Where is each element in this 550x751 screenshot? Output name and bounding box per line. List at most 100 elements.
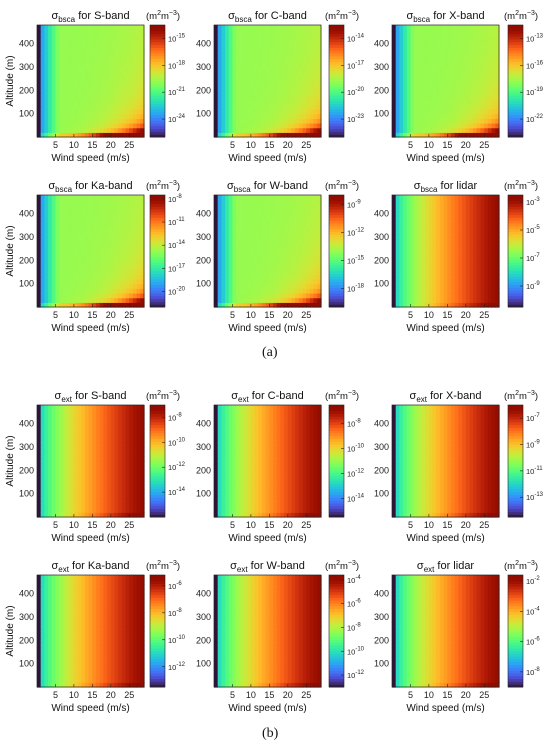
heatmap-cell — [250, 199, 256, 205]
heatmap-cell — [48, 293, 53, 299]
colorbar-segment — [150, 231, 165, 235]
heatmap-cell — [239, 213, 245, 219]
heatmap-cell — [92, 484, 97, 490]
heatmap-cell — [462, 265, 467, 271]
heatmap-cell — [236, 62, 241, 68]
heatmap-cell — [62, 255, 68, 261]
y-tick-label: 400 — [196, 209, 211, 219]
heatmap-cell — [403, 99, 408, 105]
heatmap-cell — [410, 81, 415, 87]
heatmap-cell — [110, 85, 116, 91]
heatmap-cell — [491, 81, 496, 87]
colorbar-segment — [508, 276, 523, 280]
heatmap-cell — [309, 274, 315, 280]
heatmap-cell — [287, 265, 293, 271]
heatmap-cell — [417, 81, 423, 87]
heatmap-cell — [258, 241, 263, 247]
heatmap-cell — [129, 199, 134, 205]
heatmap-cell — [258, 118, 263, 124]
colorbar-segment — [150, 267, 165, 272]
heatmap-cell — [55, 283, 60, 289]
heatmap-cell — [254, 43, 259, 49]
heatmap-cell — [55, 95, 60, 101]
heatmap-cell — [302, 302, 307, 308]
heatmap-cell — [410, 104, 415, 110]
heatmap-cell — [59, 123, 64, 129]
heatmap-cell — [66, 409, 71, 415]
heatmap-cell — [92, 123, 97, 129]
heatmap-cell — [258, 29, 263, 35]
heatmap-cell — [436, 109, 441, 115]
heatmap-cell — [125, 29, 130, 35]
heatmap-cell — [392, 218, 397, 224]
colorbar-segment — [329, 287, 344, 291]
heatmap-cell — [469, 57, 474, 63]
x-tick-label: 20 — [106, 140, 116, 150]
colorbar-segment — [329, 290, 344, 294]
heatmap-cell — [491, 199, 496, 205]
heatmap-cell — [258, 39, 263, 45]
heatmap-cell — [51, 493, 57, 499]
heatmap-cell — [436, 29, 441, 35]
heatmap-cell — [37, 447, 42, 453]
heatmap-cell — [306, 71, 311, 77]
heatmap-cell — [291, 251, 296, 257]
heatmap-cell — [410, 297, 415, 303]
heatmap-cell — [96, 34, 101, 40]
heatmap-cell — [62, 62, 68, 68]
heatmap-cell — [99, 34, 105, 40]
heatmap-cell — [44, 428, 49, 434]
heatmap-cell — [462, 53, 467, 59]
heatmap-cell — [81, 414, 86, 420]
heatmap-cell — [291, 199, 296, 205]
heatmap-cell — [88, 57, 93, 63]
heatmap-cell — [269, 67, 274, 73]
heatmap-cell — [250, 251, 256, 257]
heatmap-cell — [462, 246, 467, 252]
heatmap-cell — [129, 29, 134, 35]
heatmap-cell — [276, 232, 282, 238]
heatmap-cell — [439, 76, 445, 82]
heatmap-cell — [232, 302, 237, 308]
heatmap-cell — [410, 99, 415, 105]
heatmap-cell — [410, 90, 415, 96]
heatmap-cell — [462, 39, 467, 45]
heatmap-cell — [261, 251, 267, 257]
heatmap-cell — [439, 293, 445, 299]
heatmap-cell — [99, 132, 105, 138]
heatmap-cell — [84, 437, 90, 443]
heatmap-cell — [132, 48, 138, 54]
heatmap-cell — [88, 461, 93, 467]
heatmap-cell — [265, 104, 270, 110]
heatmap-cell — [414, 237, 419, 243]
heatmap-cell — [129, 232, 134, 238]
heatmap-cell — [254, 199, 259, 205]
heatmap-cell — [273, 29, 278, 35]
heatmap-cell — [77, 57, 82, 63]
heatmap-cell — [269, 223, 274, 229]
heatmap-cell — [258, 293, 263, 299]
colorbar-segment — [150, 228, 165, 232]
heatmap-cell — [73, 265, 79, 271]
heatmap-cell — [140, 199, 145, 205]
heatmap-cell — [258, 213, 263, 219]
heatmap-cell — [443, 90, 448, 96]
heatmap-cell — [66, 512, 71, 518]
heatmap-cell — [228, 293, 234, 299]
heatmap-cell — [236, 255, 241, 261]
heatmap-cell — [476, 288, 482, 294]
heatmap-cell — [84, 95, 90, 101]
heatmap-cell — [306, 67, 311, 73]
heatmap-cell — [495, 269, 500, 275]
heatmap-cell — [395, 90, 400, 96]
colorbar-segment — [508, 72, 523, 76]
heatmap-cell — [44, 195, 49, 201]
heatmap-cell — [417, 127, 423, 133]
heatmap-cell — [410, 218, 415, 224]
heatmap-cell — [59, 29, 64, 35]
heatmap-cell — [62, 293, 68, 299]
heatmap-cell — [306, 204, 311, 210]
heatmap-cell — [40, 456, 45, 462]
heatmap-cell — [250, 132, 256, 138]
